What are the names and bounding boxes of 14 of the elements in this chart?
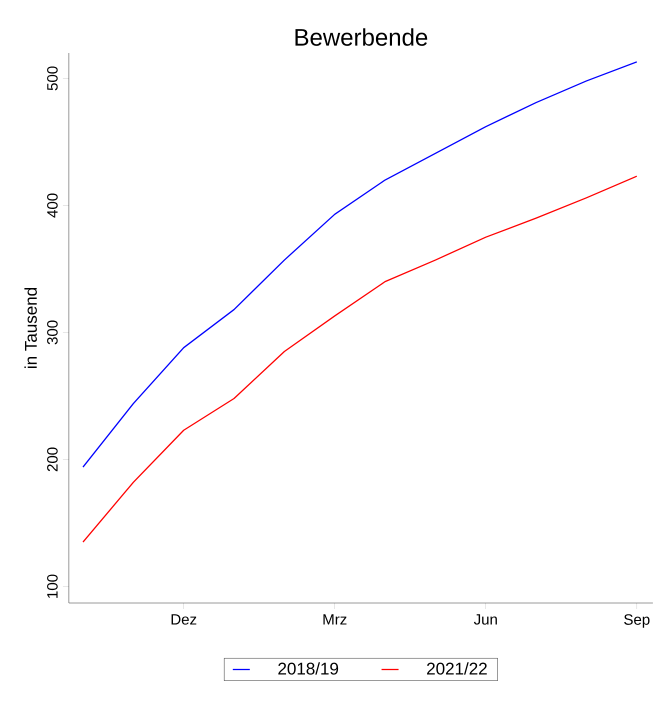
x-tick-label: Jun xyxy=(474,614,497,625)
line-series xyxy=(82,176,638,543)
chart-title: Bewerbende xyxy=(295,28,428,46)
y-tick-label: 500 xyxy=(47,66,58,90)
x-tick-label: Dez xyxy=(172,614,196,625)
x-tick-label: Mrz xyxy=(323,614,346,625)
y-tick-label: 300 xyxy=(47,320,58,344)
y-tick-label: 100 xyxy=(47,574,58,598)
legend-label: 2018/19 xyxy=(278,662,338,675)
legend-label: 2021/22 xyxy=(427,662,487,675)
x-tick-label: Sep xyxy=(624,614,650,628)
y-tick-label: 400 xyxy=(47,194,58,218)
y-tick-label: 200 xyxy=(47,448,58,472)
y-axis-title: in Tausend xyxy=(24,288,37,368)
